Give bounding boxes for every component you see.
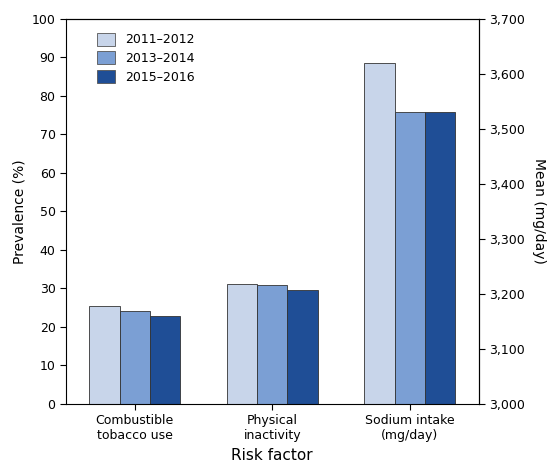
- X-axis label: Risk factor: Risk factor: [232, 448, 313, 463]
- Bar: [364, 63, 395, 404]
- Legend: 2011–2012, 2013–2014, 2015–2016: 2011–2012, 2013–2014, 2015–2016: [93, 29, 199, 87]
- Bar: [150, 316, 180, 404]
- Bar: [287, 290, 318, 404]
- Y-axis label: Prevalence (%): Prevalence (%): [12, 159, 26, 264]
- Bar: [257, 285, 287, 404]
- Bar: [395, 113, 425, 404]
- Bar: [120, 311, 150, 404]
- Bar: [227, 284, 257, 404]
- Y-axis label: Mean (mg/day): Mean (mg/day): [532, 159, 546, 264]
- Bar: [425, 113, 455, 404]
- Bar: [89, 305, 120, 404]
